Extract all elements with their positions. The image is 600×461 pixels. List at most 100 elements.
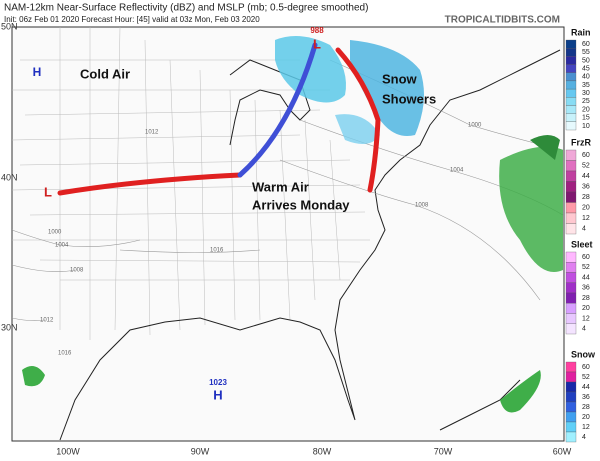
legend-label: 20 bbox=[582, 205, 590, 212]
legend-swatch bbox=[565, 64, 577, 73]
legend-label: 60 bbox=[582, 41, 590, 48]
legend-swatch bbox=[565, 121, 577, 131]
isobar-label: 1012 bbox=[40, 318, 54, 324]
isobar-label: 1000 bbox=[48, 230, 62, 236]
legend-swatch bbox=[565, 313, 577, 324]
legend-label: 20 bbox=[582, 106, 590, 113]
legend-label: 12 bbox=[582, 215, 590, 222]
map-frame bbox=[11, 26, 565, 442]
legend-label: 52 bbox=[582, 374, 590, 381]
lon-label: 60W bbox=[553, 446, 572, 456]
cold-front bbox=[237, 42, 318, 178]
legend-swatch bbox=[565, 303, 577, 314]
legend-swatch bbox=[565, 72, 577, 82]
legend-label: 60 bbox=[582, 152, 590, 159]
isobar-label: 1016 bbox=[58, 351, 72, 357]
legend-swatch bbox=[565, 105, 577, 114]
lon-label: 70W bbox=[434, 446, 453, 456]
legend-label: 60 bbox=[582, 254, 590, 261]
legend-label: 44 bbox=[582, 274, 590, 281]
trough bbox=[335, 47, 381, 193]
legend-swatch bbox=[565, 251, 577, 263]
high-symbol: H bbox=[213, 387, 222, 402]
legend-swatch bbox=[565, 48, 577, 57]
legend-swatch bbox=[565, 80, 577, 90]
lon-label: 90W bbox=[191, 446, 210, 456]
legend-swatch bbox=[565, 97, 577, 106]
legend-swatch bbox=[565, 381, 577, 393]
rain-area bbox=[500, 370, 541, 413]
legend-label: 36 bbox=[582, 394, 590, 401]
isobar-label: 1008 bbox=[415, 203, 429, 209]
precipitation bbox=[22, 36, 563, 413]
legend-swatch bbox=[565, 223, 577, 235]
warm-front bbox=[57, 172, 243, 196]
legend-label: 12 bbox=[582, 424, 590, 431]
legend-title: Snow bbox=[571, 349, 596, 359]
legend-swatch bbox=[565, 361, 577, 373]
legend-title: FrzR bbox=[571, 137, 592, 147]
title: NAM-12km Near-Surface Reflectivity (dBZ)… bbox=[4, 3, 368, 14]
legend-title: Sleet bbox=[571, 239, 593, 249]
legend-label: 30 bbox=[582, 90, 590, 97]
legend-swatch bbox=[565, 113, 577, 122]
lat-label: 50N bbox=[1, 21, 18, 31]
isobar-label: 1004 bbox=[450, 168, 464, 174]
legend-swatch bbox=[565, 411, 577, 423]
site-credit: TROPICALTIDBITS.COM bbox=[445, 15, 560, 26]
snow-area bbox=[335, 114, 380, 144]
legend-swatch bbox=[565, 262, 577, 273]
legend-label: 20 bbox=[582, 305, 590, 312]
lat-label: 40N bbox=[1, 172, 18, 182]
legend-label: 28 bbox=[582, 404, 590, 411]
legend-label: 44 bbox=[582, 173, 590, 180]
low-symbol: L bbox=[44, 184, 52, 199]
legend-label: 4 bbox=[582, 326, 586, 333]
legend-swatch bbox=[565, 56, 577, 65]
legend-swatch bbox=[565, 431, 577, 443]
rain-area bbox=[499, 146, 563, 272]
legend-swatch bbox=[565, 181, 577, 193]
isobar-label: 1000 bbox=[468, 123, 482, 129]
snow-label: Showers bbox=[382, 91, 436, 106]
legend-swatch bbox=[565, 202, 577, 214]
legend-swatch bbox=[565, 371, 577, 383]
legend-title: Rain bbox=[571, 27, 591, 37]
legend-label: 4 bbox=[582, 226, 586, 233]
legend-swatch bbox=[565, 212, 577, 224]
legend-label: 40 bbox=[582, 74, 590, 81]
rain-area bbox=[22, 366, 45, 387]
isobar-label: 1012 bbox=[145, 130, 159, 136]
legend-label: 60 bbox=[582, 364, 590, 371]
legend-swatch bbox=[565, 282, 577, 294]
legend-swatch bbox=[565, 421, 577, 433]
legend-label: 52 bbox=[582, 264, 590, 271]
warm-air-label: Arrives Monday bbox=[252, 197, 350, 212]
legend-swatch bbox=[565, 88, 577, 98]
coastlines bbox=[59, 49, 561, 441]
legend-label: 15 bbox=[582, 115, 590, 122]
legend-swatch bbox=[565, 170, 577, 182]
isobar-label: 1016 bbox=[210, 248, 224, 254]
legend-swatch bbox=[565, 191, 577, 203]
high-symbol: H bbox=[33, 65, 42, 79]
subtitle: Init: 06z Feb 01 2020 Forecast Hour: [45… bbox=[4, 15, 260, 24]
legend-swatch bbox=[565, 160, 577, 172]
legend-label: 20 bbox=[582, 414, 590, 421]
legend-label: 4 bbox=[582, 434, 586, 441]
legend-label: 28 bbox=[582, 194, 590, 201]
legend-swatch bbox=[565, 323, 577, 335]
legend-label: 36 bbox=[582, 184, 590, 191]
legend-label: 55 bbox=[582, 49, 590, 56]
legend-label: 28 bbox=[582, 295, 590, 302]
legend-label: 44 bbox=[582, 384, 590, 391]
legend-swatch bbox=[565, 292, 577, 304]
legend-label: 52 bbox=[582, 163, 590, 170]
legend-swatch bbox=[565, 272, 577, 283]
political-boundaries bbox=[11, 26, 370, 340]
high-pressure: 1023 bbox=[209, 378, 227, 387]
snow-area bbox=[350, 40, 424, 136]
legend-label: 10 bbox=[582, 123, 590, 130]
